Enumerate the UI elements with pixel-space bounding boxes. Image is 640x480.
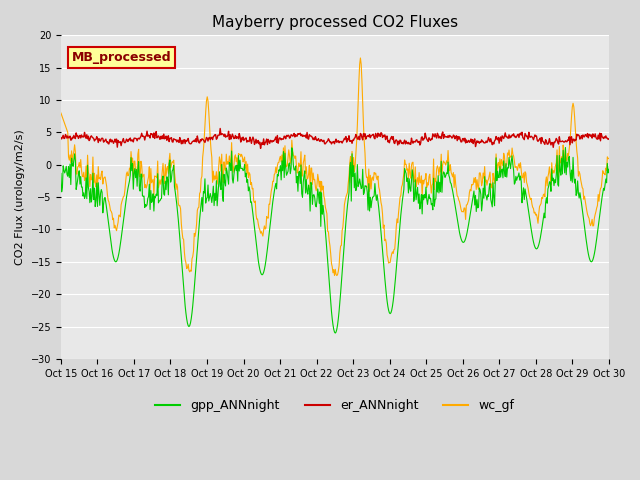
Title: Mayberry processed CO2 Fluxes: Mayberry processed CO2 Fluxes <box>212 15 458 30</box>
Y-axis label: CO2 Flux (urology/m2/s): CO2 Flux (urology/m2/s) <box>15 129 25 265</box>
Text: MB_processed: MB_processed <box>72 51 172 64</box>
Legend: gpp_ANNnight, er_ANNnight, wc_gf: gpp_ANNnight, er_ANNnight, wc_gf <box>150 395 519 418</box>
